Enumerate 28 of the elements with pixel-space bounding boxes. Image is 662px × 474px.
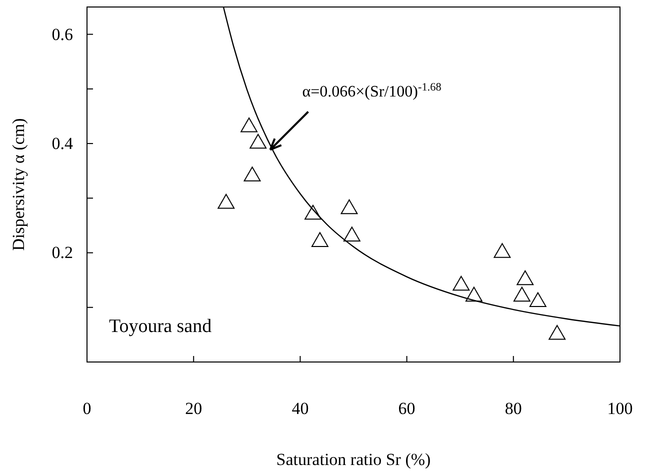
point [516,270,534,286]
point [548,324,566,340]
point [494,243,511,258]
y-axis-title: Dispersivity α (cm) [9,118,28,251]
point [343,226,360,242]
annotation: α=0.066×(Sr/100)$^{-1.68}$ [302,82,442,101]
y-tick-label: 0.2 [52,243,73,262]
point [244,166,261,182]
x-tick-label: 40 [292,399,309,418]
x-tick-label: 20 [185,399,202,418]
annotation: Toyoura sand [109,316,212,337]
point [513,286,530,302]
x-tick-label: 60 [398,399,416,418]
y-tick-label: 0.6 [52,24,73,44]
point [311,232,328,247]
x-tick-label: 100 [607,399,633,418]
point [452,276,470,291]
x-tick-label: 80 [504,399,522,418]
point [218,194,235,209]
point [304,204,322,220]
point [250,134,267,149]
y-tick-label: 0.4 [52,134,74,153]
x-axis-title: Saturation ratio Sr (%) [276,450,431,469]
point [340,199,358,214]
point [240,117,258,132]
point [529,292,546,308]
point [465,286,482,302]
x-tick-label: 0 [82,399,92,418]
